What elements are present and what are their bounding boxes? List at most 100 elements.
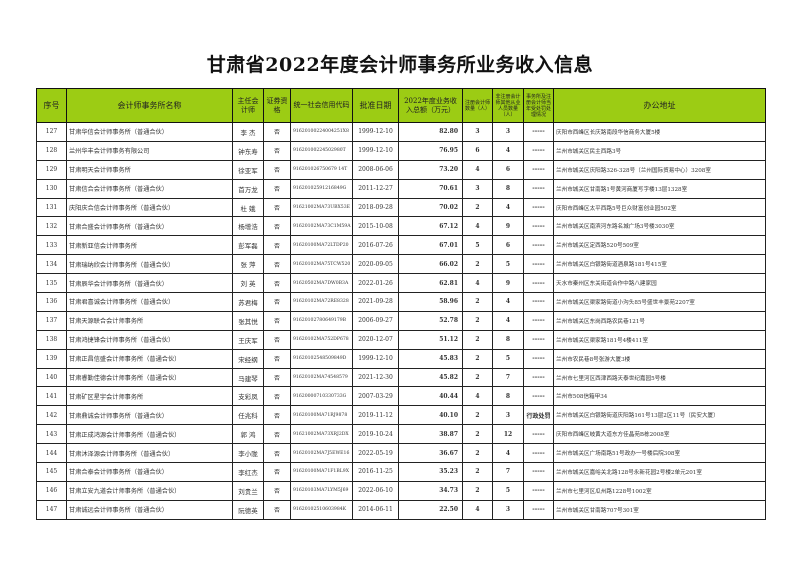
securities-cell: 否 [263, 405, 291, 426]
partner-cell: 支彩凤 [232, 386, 264, 407]
seq-cell: 132 [36, 216, 67, 237]
firm-name-cell: 甘肃立安九道会计师事务所（普通合伙） [66, 480, 233, 501]
seq-cell: 137 [36, 310, 67, 331]
cpa-count-cell: 2 [462, 310, 493, 331]
address-cell: 兰州市农民巷8号张游大厦3楼 [553, 348, 766, 369]
penalty-cell: ----- [523, 462, 554, 482]
cpa-count-cell: 2 [462, 348, 493, 369]
seq-cell: 140 [36, 367, 67, 388]
noncpa-count-cell: 5 [492, 480, 524, 501]
credit-code-cell: 91620102510603984K [290, 499, 353, 520]
cpa-count-cell: 3 [462, 178, 493, 199]
firm-name-cell: 甘肃瑞纳欣会计师事务所（普通合伙） [66, 254, 233, 275]
noncpa-count-cell: 4 [492, 140, 524, 161]
seq-cell: 131 [36, 197, 67, 218]
noncpa-count-cell: 9 [492, 273, 524, 294]
firm-name-cell: 甘肃天源联合会计师事务所 [66, 310, 233, 331]
securities-cell: 否 [263, 292, 291, 312]
securities-cell: 否 [263, 122, 291, 142]
seq-cell: 141 [36, 386, 67, 407]
securities-cell: 否 [263, 499, 291, 520]
revenue-cell: 70.61 [398, 178, 463, 199]
approval-date-cell: 2019-10-24 [352, 424, 399, 445]
credit-code-cell: 91620102MA75TCW520 [290, 254, 353, 275]
approval-date-cell: 2022-05-19 [352, 443, 399, 464]
penalty-cell: ----- [523, 178, 554, 199]
partner-cell: 刘贵兰 [232, 480, 264, 501]
securities-cell: 否 [263, 329, 291, 350]
firm-name-cell: 甘肃矿区星宇会计师事务所 [66, 386, 233, 407]
header-code: 统一社会信用代码 [290, 88, 353, 123]
address-cell: 庆阳市西峰区长庆路南段华信商务大厦5楼 [553, 122, 766, 142]
seq-cell: 144 [36, 443, 67, 464]
firm-name-cell: 甘肃正成鸿源会计师事务所（普通合伙） [66, 424, 233, 445]
table-row: 140 甘肃睿勤佳德会计师事务所（普通合伙） 马建琴否 91620102MA74548… [36, 367, 766, 388]
credit-code-cell: 91620102MA72RE8328 [290, 292, 353, 312]
cpa-count-cell: 3 [462, 122, 493, 142]
address-cell: 兰州市城关区广场南路51号政办一号楼后院308室 [553, 443, 766, 464]
securities-cell: 否 [263, 462, 291, 482]
cpa-count-cell: 2 [462, 292, 493, 312]
penalty-cell: ----- [523, 443, 554, 464]
credit-code-cell: 91620102MA74548579 [290, 367, 353, 388]
seq-cell: 142 [36, 405, 67, 426]
credit-code-cell: 91620100MA72LTDP20 [290, 235, 353, 256]
partner-cell: 阮德英 [232, 499, 264, 520]
table-row: 144 甘肃沐泽源会计师事务所（普通合伙） 李小陇否 91620102MA7J5EWE… [36, 443, 766, 464]
securities-cell: 否 [263, 197, 291, 218]
penalty-cell: ----- [523, 235, 554, 256]
table-row: 138 甘肃鸿捷锋会计师事务所（普通合伙） 王庆军否 91620102MA752DP6… [36, 329, 766, 350]
noncpa-count-cell: 9 [492, 216, 524, 237]
cpa-count-cell: 2 [462, 424, 493, 445]
address-cell: 兰州市城关区庆阳路326-328号（兰州国际贸易中心）3208室 [553, 159, 766, 180]
table-row: 134 甘肃瑞纳欣会计师事务所（普通合伙）张 萍否 91620102MA75TCW5… [36, 254, 766, 275]
address-cell: 兰州市城关区渠家路街道小沟头85号盛世丰景苑2207室 [553, 292, 766, 312]
securities-cell: 否 [263, 140, 291, 161]
penalty-cell: ----- [523, 292, 554, 312]
approval-date-cell: 2015-10-08 [352, 216, 399, 237]
noncpa-count-cell: 3 [492, 405, 524, 426]
header-revenue: 2022年度业务收入总额（万元） [398, 88, 463, 123]
credit-code-cell: 91620100MA71F1BL9X [290, 462, 353, 482]
table-row: 131 庆阳庆合信会计师事务所（普通合伙）杜 娥否 91621002MA73UBX5… [36, 197, 766, 218]
approval-date-cell: 2019-11-12 [352, 405, 399, 426]
approval-date-cell: 2020-09-05 [352, 254, 399, 275]
noncpa-count-cell: 3 [492, 499, 524, 520]
penalty-cell: ----- [523, 424, 554, 445]
table-row: 147 甘肃诚远会计师事务所（普通合伙） 阮德英否 91620102510603984… [36, 499, 766, 520]
table-row: 132 甘肃合盛会计师事务所（普通合伙） 杨增浩否 91620102MA73C1M59… [36, 216, 766, 237]
revenue-cell: 45.83 [398, 348, 463, 369]
approval-date-cell: 1999-12-10 [352, 140, 399, 161]
credit-code-cell: 91620100MA71RJ9878 [290, 405, 353, 426]
address-cell: 兰州市城关区渠家路181号4楼411室 [553, 329, 766, 350]
partner-cell: 张其悦 [232, 310, 264, 331]
seq-cell: 145 [36, 462, 67, 482]
revenue-cell: 67.01 [398, 235, 463, 256]
partner-cell: 首万龙 [232, 178, 264, 199]
credit-code-cell: 91621002MA73XRJ2DX [290, 424, 353, 445]
firm-name-cell: 甘肃华信会计师事务所（普通合伙） [66, 122, 233, 142]
revenue-cell: 34.73 [398, 480, 463, 501]
table-row: 129 甘肃明天会计师事务所 徐亚军否 916201026750679 14T 2008… [36, 159, 766, 180]
table-row: 133 甘肃新亚信会计师事务所 彭军磊否 91620100MA72LTDP20 2016… [36, 235, 766, 256]
noncpa-count-cell: 5 [492, 254, 524, 275]
cpa-count-cell: 2 [462, 197, 493, 218]
partner-cell: 李 杰 [232, 122, 264, 142]
header-securities: 证券资格 [263, 88, 291, 123]
approval-date-cell: 2021-09-28 [352, 292, 399, 312]
firm-name-cell: 甘肃鼎诚会计师事务所（普通合伙） [66, 405, 233, 426]
seq-cell: 134 [36, 254, 67, 275]
table-row: 130 甘肃信合会计师事务所（普通合伙） 首万龙否 91620102591216849… [36, 178, 766, 199]
header-seq: 序号 [36, 88, 67, 123]
firm-name-cell: 甘肃正昌信盛会计师事务所（普通合伙） [66, 348, 233, 369]
cpa-count-cell: 4 [462, 499, 493, 520]
seq-cell: 146 [36, 480, 67, 501]
cpa-count-cell: 4 [462, 386, 493, 407]
penalty-cell: ----- [523, 386, 554, 407]
approval-date-cell: 2021-12-30 [352, 367, 399, 388]
revenue-cell: 38.87 [398, 424, 463, 445]
firm-name-cell: 甘肃新亚信会计师事务所 [66, 235, 233, 256]
partner-cell: 马建琴 [232, 367, 264, 388]
partner-cell: 郭 鸿 [232, 424, 264, 445]
address-cell: 兰州市城关区白银路街道酒泉路181号415室 [553, 254, 766, 275]
